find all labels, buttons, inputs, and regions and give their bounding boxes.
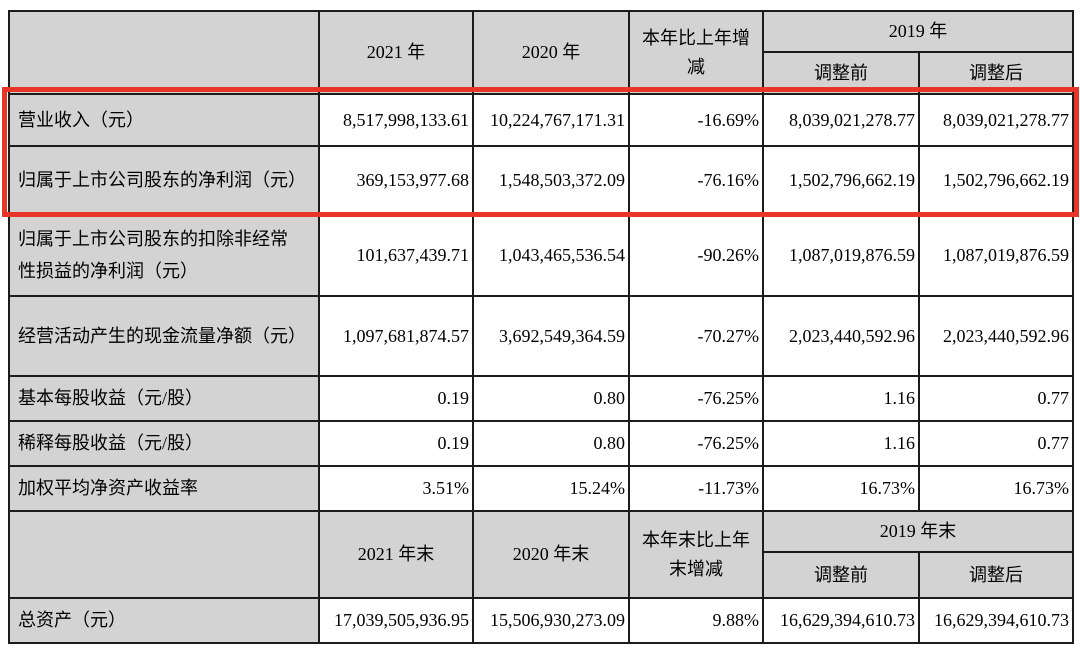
value-2020: 10,224,767,171.31 [472,93,630,147]
value-2019-before: 16,629,394,610.73 [762,597,920,644]
table-row-basic-eps: 基本每股收益（元/股） 0.19 0.80 -76.25% 1.16 0.77 [8,375,1074,422]
value-2020: 0.80 [472,420,630,467]
financial-table-container: 2021 年 2020 年 本年比上年增减 2019 年 调整前 调整后 营业收… [2,10,1079,644]
value-2019-before: 1,502,796,662.19 [762,145,920,215]
bottom-header-row-1: 2021 年末 2020 年末 本年末比上年末增减 2019 年末 [8,510,1074,599]
value-2019-after: 1,502,796,662.19 [918,145,1074,215]
value-2020: 15.24% [472,465,630,512]
table-row-net-profit: 归属于上市公司股东的净利润（元） 369,153,977.68 1,548,50… [8,145,1074,215]
column-header-change: 本年比上年增减 [628,10,764,95]
value-change: -76.25% [628,420,764,467]
value-2019-before: 16.73% [762,465,920,512]
row-label: 稀释每股收益（元/股） [8,420,320,467]
table-row-operating-cash-flow: 经营活动产生的现金流量净额（元） 1,097,681,874.57 3,692,… [8,295,1074,377]
value-2019-before: 1,087,019,876.59 [762,213,920,297]
top-header-row-1: 2021 年 2020 年 本年比上年增减 2019 年 [8,10,1074,95]
value-change: -90.26% [628,213,764,297]
column-header-2021: 2021 年 [318,10,474,95]
corner-header-cell [8,10,320,95]
value-2019-after: 0.77 [918,375,1074,422]
value-change: -16.69% [628,93,764,147]
row-label: 经营活动产生的现金流量净额（元） [8,295,320,377]
value-2021: 0.19 [318,375,474,422]
value-2021: 8,517,998,133.61 [318,93,474,147]
value-2021: 0.19 [318,420,474,467]
subheader-adjust-before: 调整前 [762,51,920,95]
financial-summary-table: 2021 年 2020 年 本年比上年增减 2019 年 调整前 调整后 营业收… [8,10,1074,644]
corner-header-cell [8,510,320,599]
value-2019-after: 8,039,021,278.77 [918,93,1074,147]
bottom-header-row-2: 调整前 调整后 [9,551,1074,599]
value-2020: 3,692,549,364.59 [472,295,630,377]
table-row-net-profit-excl-nonrecurring: 归属于上市公司股东的扣除非经常性损益的净利润（元） 101,637,439.71… [8,213,1074,297]
row-label: 总资产（元） [8,597,320,644]
value-2019-after: 16,629,394,610.73 [918,597,1074,644]
column-header-2020: 2020 年 [472,10,630,95]
table-row-revenue: 营业收入（元） 8,517,998,133.61 10,224,767,171.… [8,93,1074,147]
value-2019-before: 8,039,021,278.77 [762,93,920,147]
column-header-end-change: 本年末比上年末增减 [628,510,764,599]
row-label: 营业收入（元） [8,93,320,147]
value-change: -70.27% [628,295,764,377]
column-header-2019-end: 2019 年末 [762,510,1074,553]
row-label: 归属于上市公司股东的扣除非经常性损益的净利润（元） [8,213,320,297]
value-2021: 3.51% [318,465,474,512]
value-2020: 1,043,465,536.54 [472,213,630,297]
column-header-2020-end: 2020 年末 [472,510,630,599]
value-2021: 101,637,439.71 [318,213,474,297]
value-2019-after: 16.73% [918,465,1074,512]
value-2021: 369,153,977.68 [318,145,474,215]
value-2019-after: 2,023,440,592.96 [918,295,1074,377]
row-label: 加权平均净资产收益率 [8,465,320,512]
value-change: -11.73% [628,465,764,512]
row-label: 归属于上市公司股东的净利润（元） [8,145,320,215]
value-2020: 1,548,503,372.09 [472,145,630,215]
subheader-adjust-after: 调整后 [918,551,1074,599]
value-2019-before: 1.16 [762,420,920,467]
value-change: -76.25% [628,375,764,422]
value-2021: 1,097,681,874.57 [318,295,474,377]
value-2019-after: 1,087,019,876.59 [918,213,1074,297]
value-2019-before: 2,023,440,592.96 [762,295,920,377]
subheader-adjust-before: 调整前 [762,551,920,599]
value-2021: 17,039,505,936.95 [318,597,474,644]
value-change: -76.16% [628,145,764,215]
value-2020: 15,506,930,273.09 [472,597,630,644]
table-row-diluted-eps: 稀释每股收益（元/股） 0.19 0.80 -76.25% 1.16 0.77 [8,420,1074,467]
value-2019-before: 1.16 [762,375,920,422]
value-2019-after: 0.77 [918,420,1074,467]
column-header-2021-end: 2021 年末 [318,510,474,599]
table-row-weighted-avg-roe: 加权平均净资产收益率 3.51% 15.24% -11.73% 16.73% 1… [8,465,1074,512]
row-label: 基本每股收益（元/股） [8,375,320,422]
column-header-2019: 2019 年 [762,10,1074,53]
table-row-total-assets: 总资产（元） 17,039,505,936.95 15,506,930,273.… [8,597,1074,644]
value-2020: 0.80 [472,375,630,422]
subheader-adjust-after: 调整后 [918,51,1074,95]
value-change: 9.88% [628,597,764,644]
